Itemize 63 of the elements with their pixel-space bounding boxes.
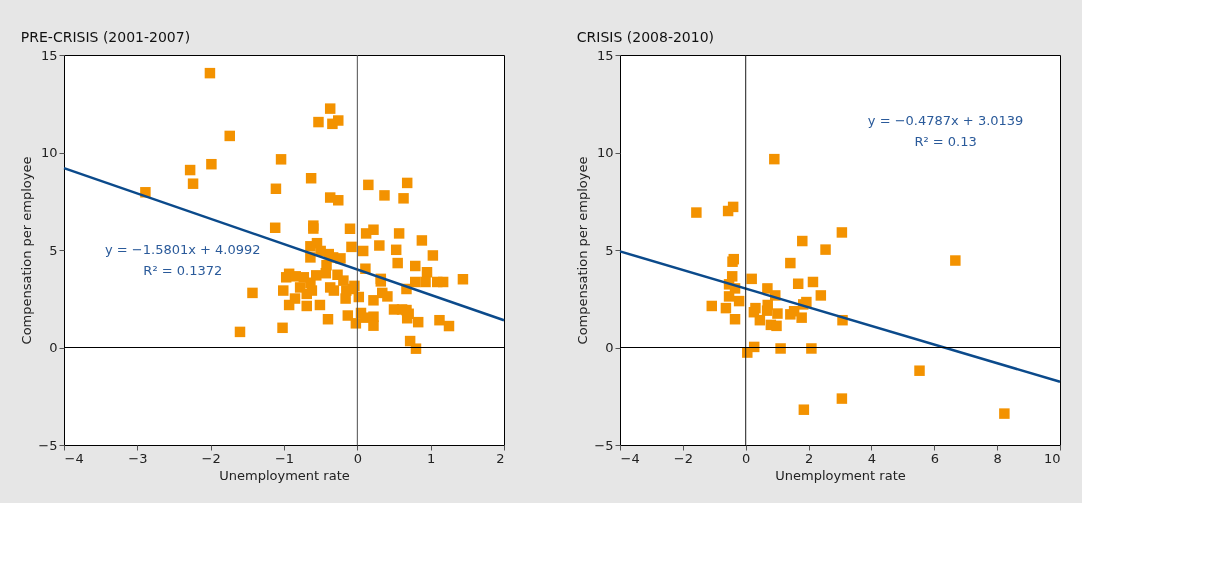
point bbox=[820, 244, 831, 255]
y-tick-label: −5 bbox=[38, 437, 58, 453]
x-tick-label: −4 bbox=[64, 450, 84, 466]
point bbox=[914, 365, 925, 376]
x-tick-label: −2 bbox=[673, 450, 693, 466]
point bbox=[792, 278, 804, 289]
point bbox=[999, 408, 1010, 419]
x-tick-label: 2 bbox=[804, 450, 814, 466]
y-tick-label: 10 bbox=[596, 145, 614, 160]
annotation: R² = 0.13 bbox=[914, 134, 977, 150]
chart-title: PRE-CRISIS (2001-2007) bbox=[20, 29, 191, 45]
point bbox=[761, 305, 773, 316]
point bbox=[754, 314, 766, 326]
point bbox=[797, 235, 808, 247]
x-tick-label: 0 bbox=[353, 450, 362, 466]
y-tick-label: 15 bbox=[596, 47, 614, 63]
y-tick-label: 10 bbox=[40, 145, 58, 160]
point bbox=[950, 255, 961, 266]
point bbox=[796, 312, 807, 323]
point bbox=[798, 404, 810, 415]
point bbox=[727, 201, 739, 213]
point bbox=[720, 302, 732, 314]
point bbox=[691, 207, 702, 218]
x-tick-label: 4 bbox=[867, 450, 877, 466]
point bbox=[723, 291, 735, 302]
point bbox=[775, 343, 786, 354]
y-tick-label: −5 bbox=[594, 437, 614, 453]
y-axis-title: Compensation per employee bbox=[575, 156, 591, 345]
point bbox=[785, 257, 796, 269]
point bbox=[733, 295, 745, 307]
point bbox=[815, 290, 827, 301]
point bbox=[836, 227, 848, 238]
y-tick-label: 5 bbox=[605, 242, 614, 258]
x-tick-label: 6 bbox=[930, 450, 939, 466]
x-axis-title: Unemployment rate bbox=[219, 467, 350, 483]
point bbox=[806, 343, 817, 354]
point bbox=[836, 393, 848, 404]
chart-title: CRISIS (2008-2010) bbox=[576, 29, 715, 45]
y-tick-label: 0 bbox=[49, 340, 58, 355]
point bbox=[771, 320, 782, 332]
x-tick-label: −4 bbox=[620, 450, 640, 466]
x-tick-label: 8 bbox=[993, 450, 1002, 466]
x-tick-label: 1 bbox=[427, 450, 436, 466]
point bbox=[807, 276, 819, 288]
x-tick-label: −1 bbox=[274, 450, 295, 466]
x-tick-label: −3 bbox=[128, 450, 148, 466]
point bbox=[769, 153, 780, 165]
annotation: y = −0.4787x + 3.0139 bbox=[867, 113, 1024, 129]
point bbox=[746, 273, 757, 285]
annotation: y = −1.5801x + 4.0992 bbox=[105, 242, 261, 257]
y-tick-label: 15 bbox=[40, 47, 58, 63]
x-tick-label: 0 bbox=[742, 450, 751, 466]
y-tick-label: 0 bbox=[605, 340, 614, 355]
point bbox=[729, 313, 741, 325]
point bbox=[706, 300, 718, 312]
y-axis-title: Compensation per employee bbox=[19, 156, 35, 345]
y-tick-label: 5 bbox=[49, 242, 58, 258]
x-axis-title: Unemployment rate bbox=[775, 467, 906, 483]
annotation: R² = 0.1372 bbox=[143, 263, 223, 278]
x-tick-label: 10 bbox=[1043, 450, 1061, 466]
x-tick-label: −2 bbox=[201, 450, 221, 466]
point bbox=[772, 308, 783, 319]
x-tick-label: 2 bbox=[496, 450, 505, 466]
